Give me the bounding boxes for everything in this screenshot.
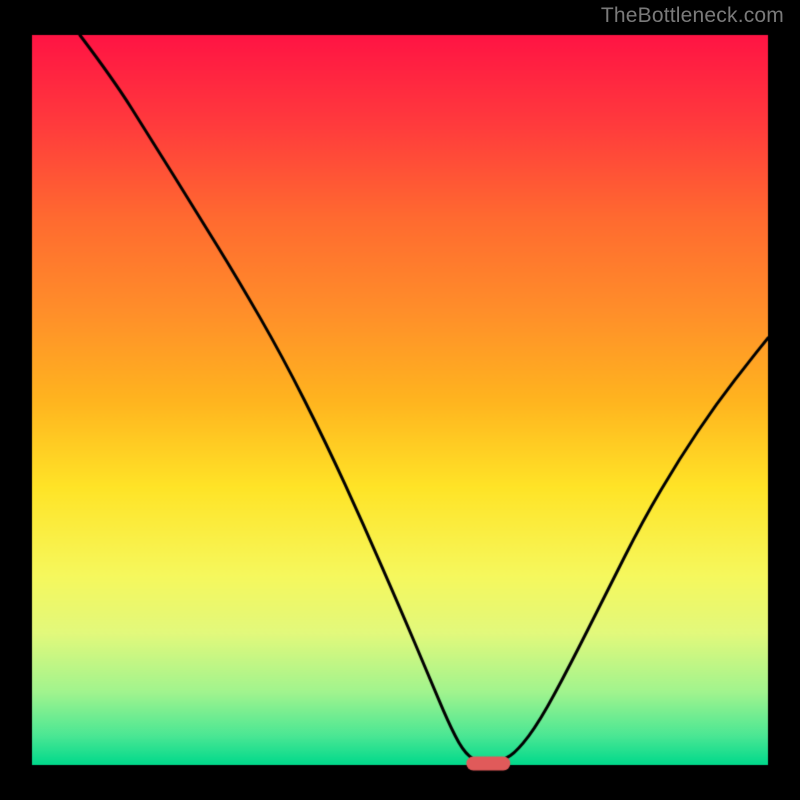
chart-stage: TheBottleneck.com (0, 0, 800, 800)
bottleneck-curve-chart (0, 0, 800, 800)
watermark-label: TheBottleneck.com (601, 4, 784, 28)
